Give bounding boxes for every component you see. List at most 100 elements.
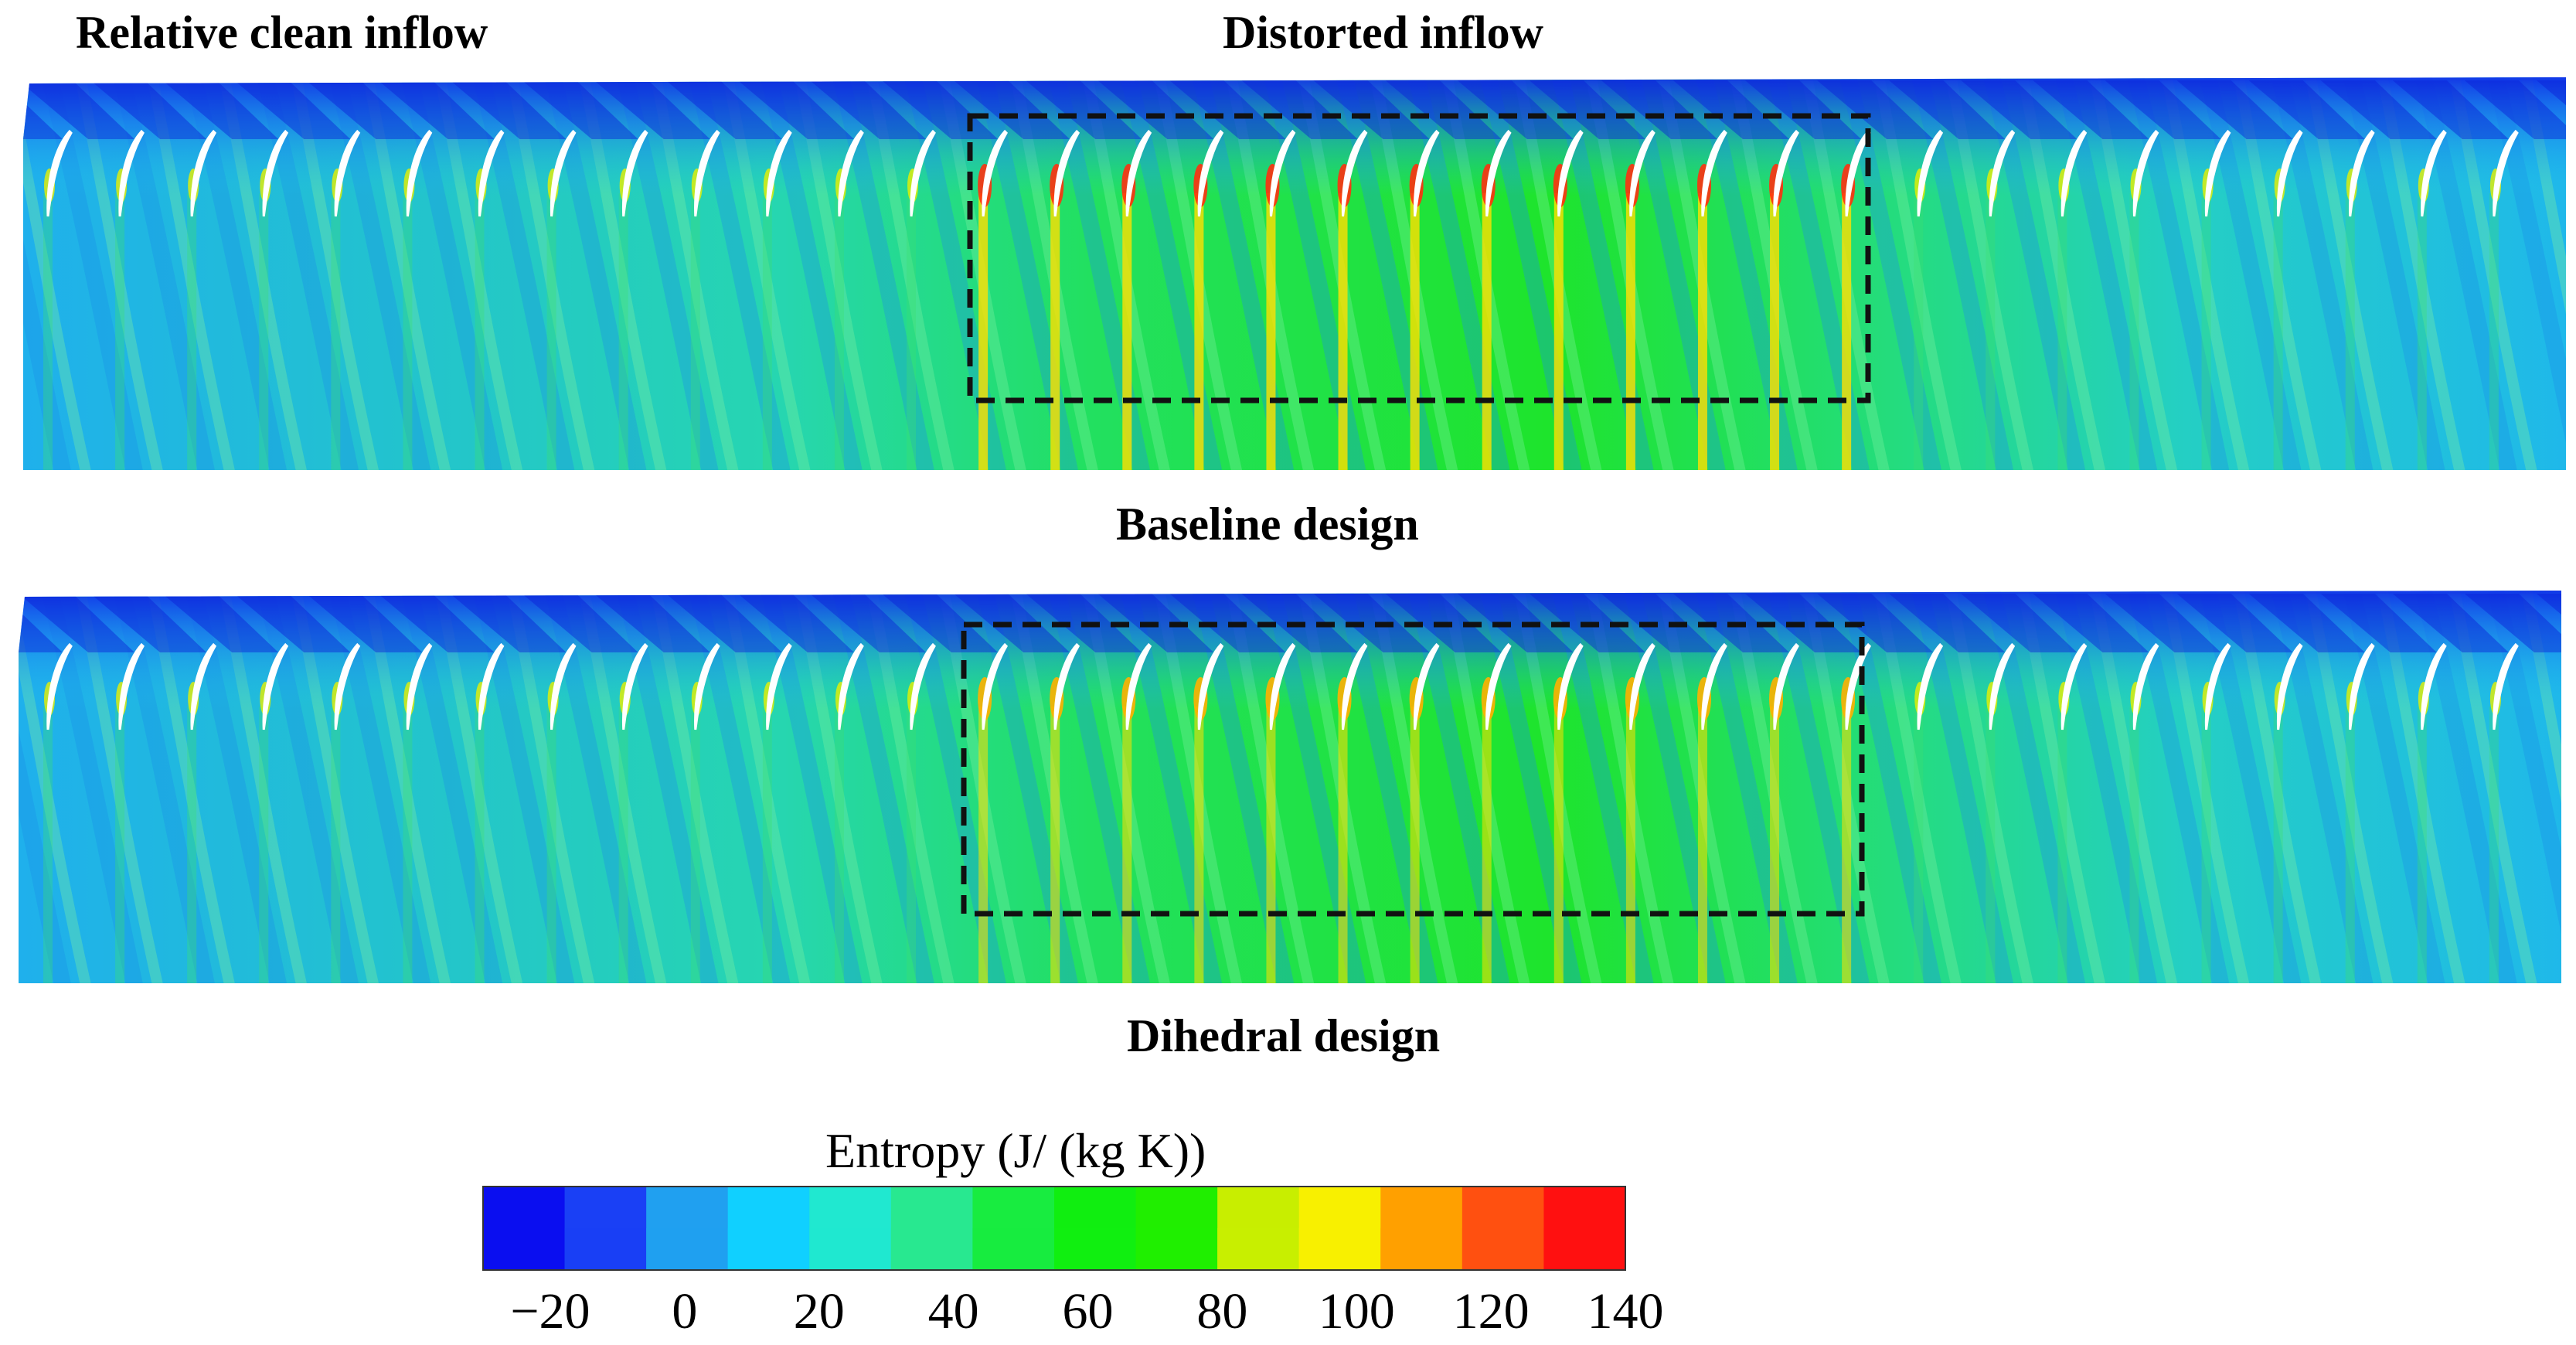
blade-wake	[403, 193, 413, 470]
shock-stripe	[2248, 80, 2365, 139]
blade-wake	[690, 193, 700, 470]
blade	[2132, 642, 2159, 730]
blade	[2060, 129, 2088, 217]
blade	[694, 642, 720, 730]
shock-stripe	[2320, 80, 2437, 139]
blade-wake	[2057, 707, 2067, 983]
blade	[621, 642, 648, 730]
blade-wake	[834, 707, 844, 983]
shock-stripe	[1673, 80, 1789, 139]
blade-wake	[115, 707, 125, 983]
blade	[262, 642, 289, 730]
colorbar-segment-inner	[1135, 1228, 1219, 1270]
clean-inflow-label: Relative clean inflow	[76, 7, 488, 58]
blade-wake	[1410, 193, 1420, 470]
blade-wake	[1050, 193, 1060, 470]
shock-stripe	[522, 594, 638, 652]
shock-stripe	[737, 594, 854, 652]
shock-stripe	[522, 80, 638, 139]
blade-wake	[1697, 193, 1707, 470]
shock-stripe	[1385, 80, 1502, 139]
colorbar-tick-label: 60	[1062, 1283, 1113, 1340]
blade-wake	[978, 193, 989, 470]
colorbar-tick-label: 40	[928, 1283, 979, 1340]
colorbar-segment-inner	[1462, 1228, 1545, 1270]
blade	[1485, 129, 1512, 217]
colorbar-segment-inner	[1543, 1228, 1626, 1270]
blade	[1125, 642, 1152, 730]
blade	[478, 129, 505, 217]
blade	[982, 129, 1008, 217]
shock-stripe	[1817, 80, 1934, 139]
blade	[621, 129, 648, 217]
colorbar-tick-label: −20	[510, 1283, 590, 1340]
blade	[406, 642, 433, 730]
shock-stripe	[1601, 80, 1717, 139]
blade	[1053, 129, 1080, 217]
blade-wake	[115, 193, 125, 470]
blade-wake	[1842, 707, 1852, 983]
blade	[1269, 129, 1296, 217]
shock-stripe	[1313, 80, 1430, 139]
blade-wake	[2129, 707, 2139, 983]
shock-stripe	[306, 594, 423, 652]
blade	[262, 129, 289, 217]
blade-wake	[43, 193, 53, 470]
blade	[2349, 129, 2375, 217]
blade-wake	[2345, 707, 2355, 983]
colorbar-segment-inner	[1380, 1228, 1463, 1270]
shock-stripe	[594, 594, 710, 652]
blade	[118, 129, 145, 217]
blade	[334, 642, 361, 730]
blade	[766, 642, 792, 730]
blade-wake	[43, 707, 53, 983]
blade-wake	[1194, 707, 1204, 983]
blade	[2493, 642, 2519, 730]
blade	[1269, 642, 1296, 730]
blade-wake	[834, 193, 844, 470]
blade-wake	[475, 193, 485, 470]
blade-wake	[187, 707, 197, 983]
blade-wake	[618, 193, 628, 470]
shock-stripe	[594, 80, 710, 139]
blade	[550, 642, 577, 730]
blade-wake	[2201, 193, 2211, 470]
shock-stripe	[882, 594, 999, 652]
shock-stripe	[954, 80, 1070, 139]
shock-stripe	[2248, 594, 2365, 652]
blade-wake	[475, 707, 485, 983]
colorbar-tick-label: 100	[1319, 1283, 1395, 1340]
blade-wake	[1914, 707, 1924, 983]
blade	[1197, 642, 1224, 730]
blade	[1341, 642, 1368, 730]
shock-stripe	[1026, 80, 1142, 139]
shock-stripe	[23, 80, 134, 139]
blade-wake	[1625, 193, 1635, 470]
blade-wake	[2489, 707, 2499, 983]
blade	[1989, 129, 2016, 217]
blade	[46, 642, 73, 730]
blade	[2204, 642, 2231, 730]
blade-wake	[1842, 193, 1852, 470]
blade	[478, 642, 505, 730]
blade	[1701, 642, 1727, 730]
colorbar-ticks: −20 0 20 40 60 80 100 120 140	[510, 1283, 1663, 1340]
shock-stripe	[2033, 80, 2149, 139]
shock-stripe	[665, 80, 782, 139]
blade	[910, 129, 936, 217]
colorbar-frame	[482, 1186, 1626, 1271]
blade	[910, 642, 936, 730]
baseline-distortion-box	[967, 113, 1871, 404]
flow-band	[2559, 77, 2566, 470]
blade	[550, 129, 577, 217]
blade	[1629, 642, 1656, 730]
shock-stripe	[162, 594, 279, 652]
blade	[2421, 129, 2447, 217]
blade-wake	[690, 707, 700, 983]
blade	[2060, 642, 2088, 730]
shock-stripe	[378, 80, 495, 139]
colorbar-segment-inner	[646, 1228, 729, 1270]
blade-wake	[1697, 707, 1707, 983]
shock-stripe	[306, 80, 423, 139]
blade	[2132, 129, 2159, 217]
